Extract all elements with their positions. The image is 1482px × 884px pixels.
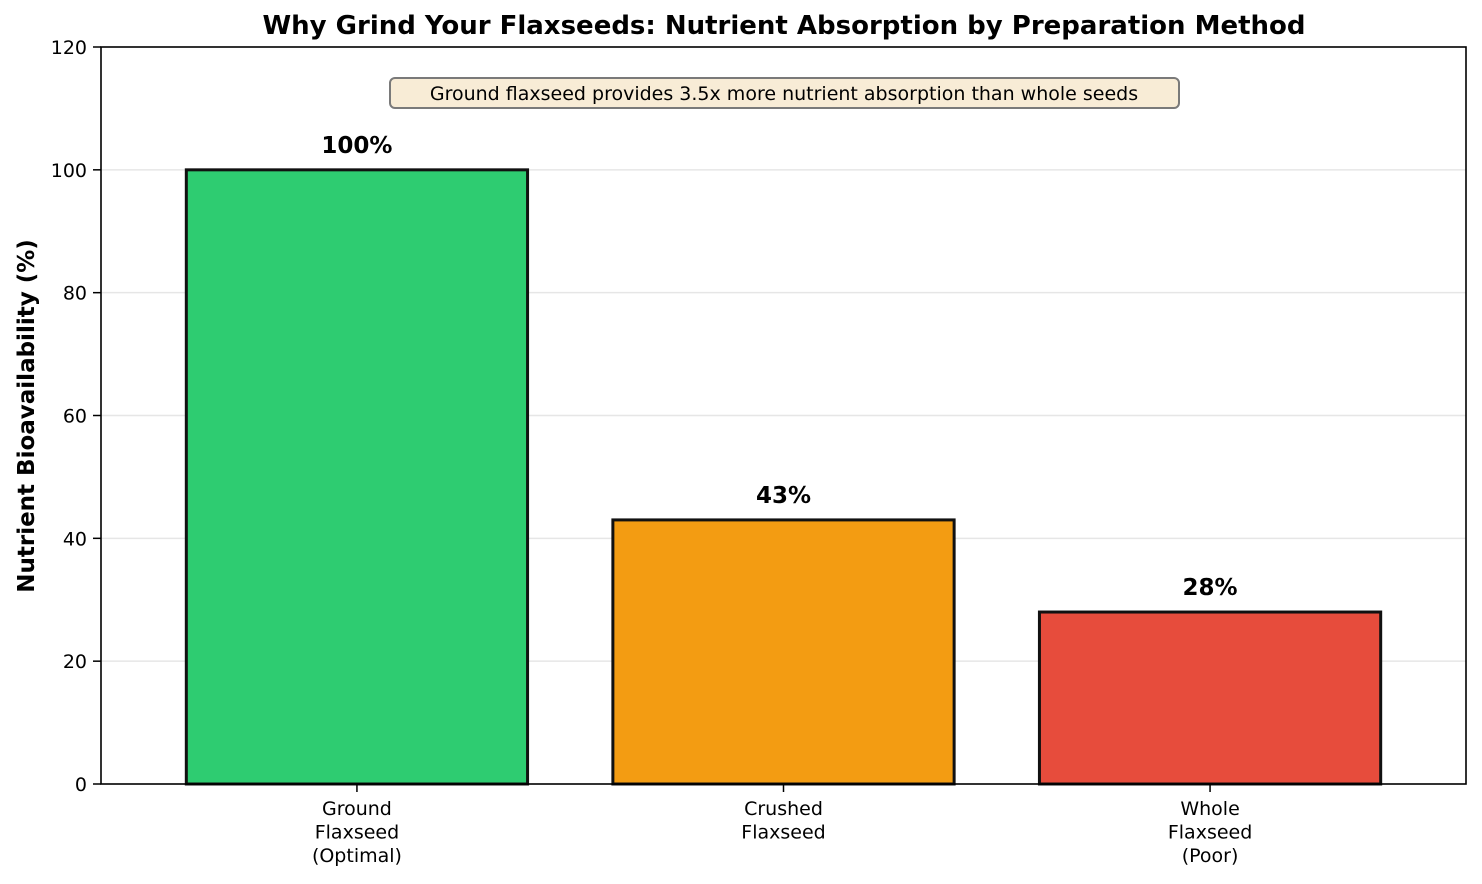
x-axis-ticks: Ground Flaxseed (Optimal)Crushed FlaxseedWh… <box>312 784 1252 867</box>
y-axis-ticks: 0 20 40 60 80 100 120 <box>51 37 101 796</box>
y-axis-label: Nutrient Bioavailability (%) <box>14 239 40 593</box>
y-tick-label: 100 <box>51 160 87 182</box>
y-tick-label: 120 <box>51 37 87 59</box>
x-tick-label-line: Crushed <box>744 798 823 820</box>
bar <box>611 518 956 786</box>
annotation-background <box>389 77 1180 109</box>
x-tick-label-line: (Optimal) <box>312 845 402 867</box>
x-tick-label-line: Flaxseed <box>1168 822 1252 844</box>
bar <box>1037 610 1383 786</box>
x-tick-label-line: (Poor) <box>1182 845 1239 867</box>
x-tick-label-line: Ground <box>322 798 392 820</box>
x-tick-label: Crushed Flaxseed <box>741 798 825 844</box>
bars <box>184 168 1383 786</box>
x-tick-label-line: Flaxseed <box>741 822 825 844</box>
y-tick-label: 40 <box>63 528 87 550</box>
x-tick-label-line: Whole <box>1180 798 1239 820</box>
annotation-box: Ground flaxseed provides 3.5x more nutri… <box>389 77 1180 109</box>
y-tick-label: 80 <box>63 283 87 305</box>
value-labels: 100% 43% 28% <box>321 133 1237 601</box>
bar-value-label: 43% <box>756 483 811 509</box>
bar-value-label: 100% <box>321 133 392 159</box>
chart-title: Why Grind Your Flaxseeds: Nutrient Absor… <box>262 11 1305 41</box>
y-tick-label: 0 <box>75 774 87 796</box>
bar <box>184 168 530 786</box>
x-tick-label: Ground Flaxseed (Optimal) <box>312 798 402 867</box>
x-tick-label: Whole Flaxseed (Poor) <box>1168 798 1252 867</box>
y-tick-label: 20 <box>63 651 87 673</box>
y-tick-label: 60 <box>63 406 87 428</box>
bar-value-label: 28% <box>1183 575 1238 601</box>
x-tick-label-line: Flaxseed <box>315 822 399 844</box>
annotation-text: Ground flaxseed provides 3.5x more nutri… <box>430 83 1138 105</box>
